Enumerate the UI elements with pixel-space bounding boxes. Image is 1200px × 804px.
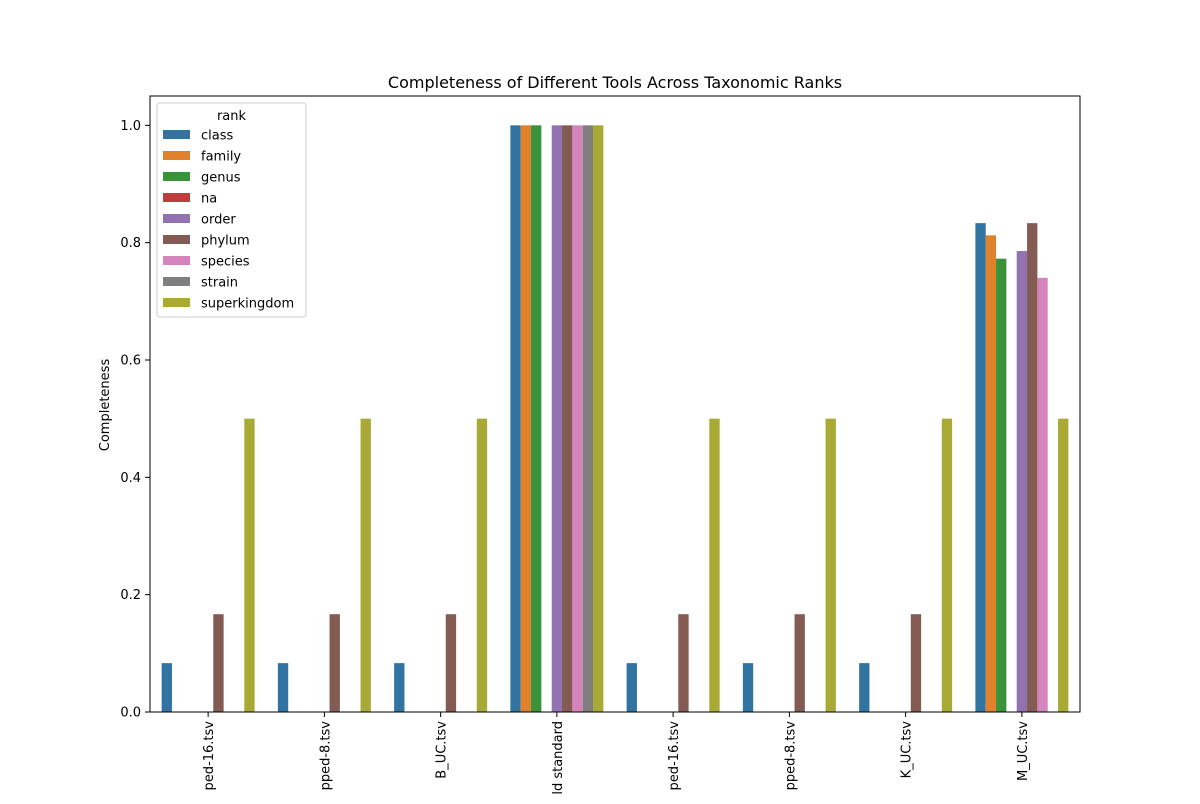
bar-phylum (794, 614, 805, 712)
legend-label-family: family (201, 150, 241, 165)
legend-swatch-order (163, 214, 190, 223)
legend-label-species: species (201, 255, 250, 270)
legend-swatch-class (163, 130, 190, 139)
legend-label-na: na (201, 192, 217, 207)
y-axis-label: Completeness (98, 359, 113, 452)
bar-phylum (329, 614, 340, 712)
y-tick-label: 0.0 (120, 706, 141, 721)
bar-class (394, 663, 405, 712)
bar-class (161, 663, 172, 712)
chart-title: Completeness of Different Tools Across T… (388, 73, 842, 92)
legend-label-strain: strain (201, 276, 238, 291)
bar-class (626, 663, 637, 712)
bar-genus (996, 258, 1007, 712)
bar-species (572, 125, 583, 713)
x-tick-label: M_UC.tsv (1016, 721, 1031, 781)
legend-box (156, 102, 307, 318)
bar-species (1037, 277, 1048, 712)
x-tick-label: B_UC.tsv (435, 721, 450, 779)
x-tick-label: pped-8.tsv (318, 721, 333, 791)
bar-phylum (213, 614, 224, 712)
bar-family (520, 125, 532, 713)
bar-phylum (1027, 223, 1038, 712)
plot-area: 0.0 0.2 0.4 0.6 0.8 1.0 ped-16.tsv pped-8.tsv B_… (120, 95, 1081, 795)
bar-genus (531, 125, 542, 713)
legend-label-genus: genus (201, 171, 241, 186)
bar-class (277, 663, 289, 712)
bar-superkingdom (360, 418, 371, 712)
bar-class (742, 663, 754, 712)
bar-phylum (445, 614, 457, 712)
legend: rank class family genus na order phylum species… (156, 102, 307, 318)
x-tick-label: pped-8.tsv (783, 721, 798, 791)
legend-label-order: order (201, 213, 236, 228)
bar-phylum (562, 125, 573, 713)
x-tick-label: ped-16.tsv (667, 721, 682, 791)
legend-swatch-superkingdom (163, 298, 190, 307)
bar-phylum (678, 614, 689, 712)
x-tick-label: ld standard (551, 721, 566, 795)
bar-superkingdom (825, 418, 836, 712)
legend-swatch-strain (163, 277, 190, 286)
bar-superkingdom (244, 418, 255, 712)
bar-superkingdom (476, 418, 488, 712)
legend-swatch-family (163, 151, 190, 160)
bar-order (551, 125, 563, 713)
legend-swatch-genus (163, 172, 190, 181)
bar-phylum (910, 614, 922, 712)
y-tick-label: 0.4 (120, 471, 141, 486)
legend-swatch-na (163, 193, 190, 202)
y-tick-label: 0.8 (120, 236, 141, 251)
bar-order (1016, 251, 1028, 712)
bar-family (985, 235, 997, 713)
legend-label-superkingdom: superkingdom (201, 297, 294, 312)
legend-swatch-phylum (163, 235, 190, 244)
legend-title: rank (217, 109, 247, 124)
y-tick-label: 0.2 (120, 588, 141, 603)
x-tick-label: K_UC.tsv (900, 721, 915, 779)
y-tick-label: 1.0 (120, 119, 141, 134)
legend-label-class: class (201, 129, 233, 144)
bar-superkingdom (593, 125, 604, 713)
legend-label-phylum: phylum (201, 234, 250, 249)
y-tick-label: 0.6 (120, 354, 141, 369)
bar-class (975, 223, 986, 712)
x-tick-label: ped-16.tsv (202, 721, 217, 791)
axes-frame (149, 95, 1081, 713)
bar-superkingdom (941, 418, 953, 712)
bar-strain (582, 125, 594, 713)
legend-swatch-species (163, 256, 190, 265)
bar-class (859, 663, 870, 712)
bar-superkingdom (1058, 418, 1069, 712)
bar-superkingdom (709, 418, 720, 712)
bar-class (510, 125, 521, 713)
